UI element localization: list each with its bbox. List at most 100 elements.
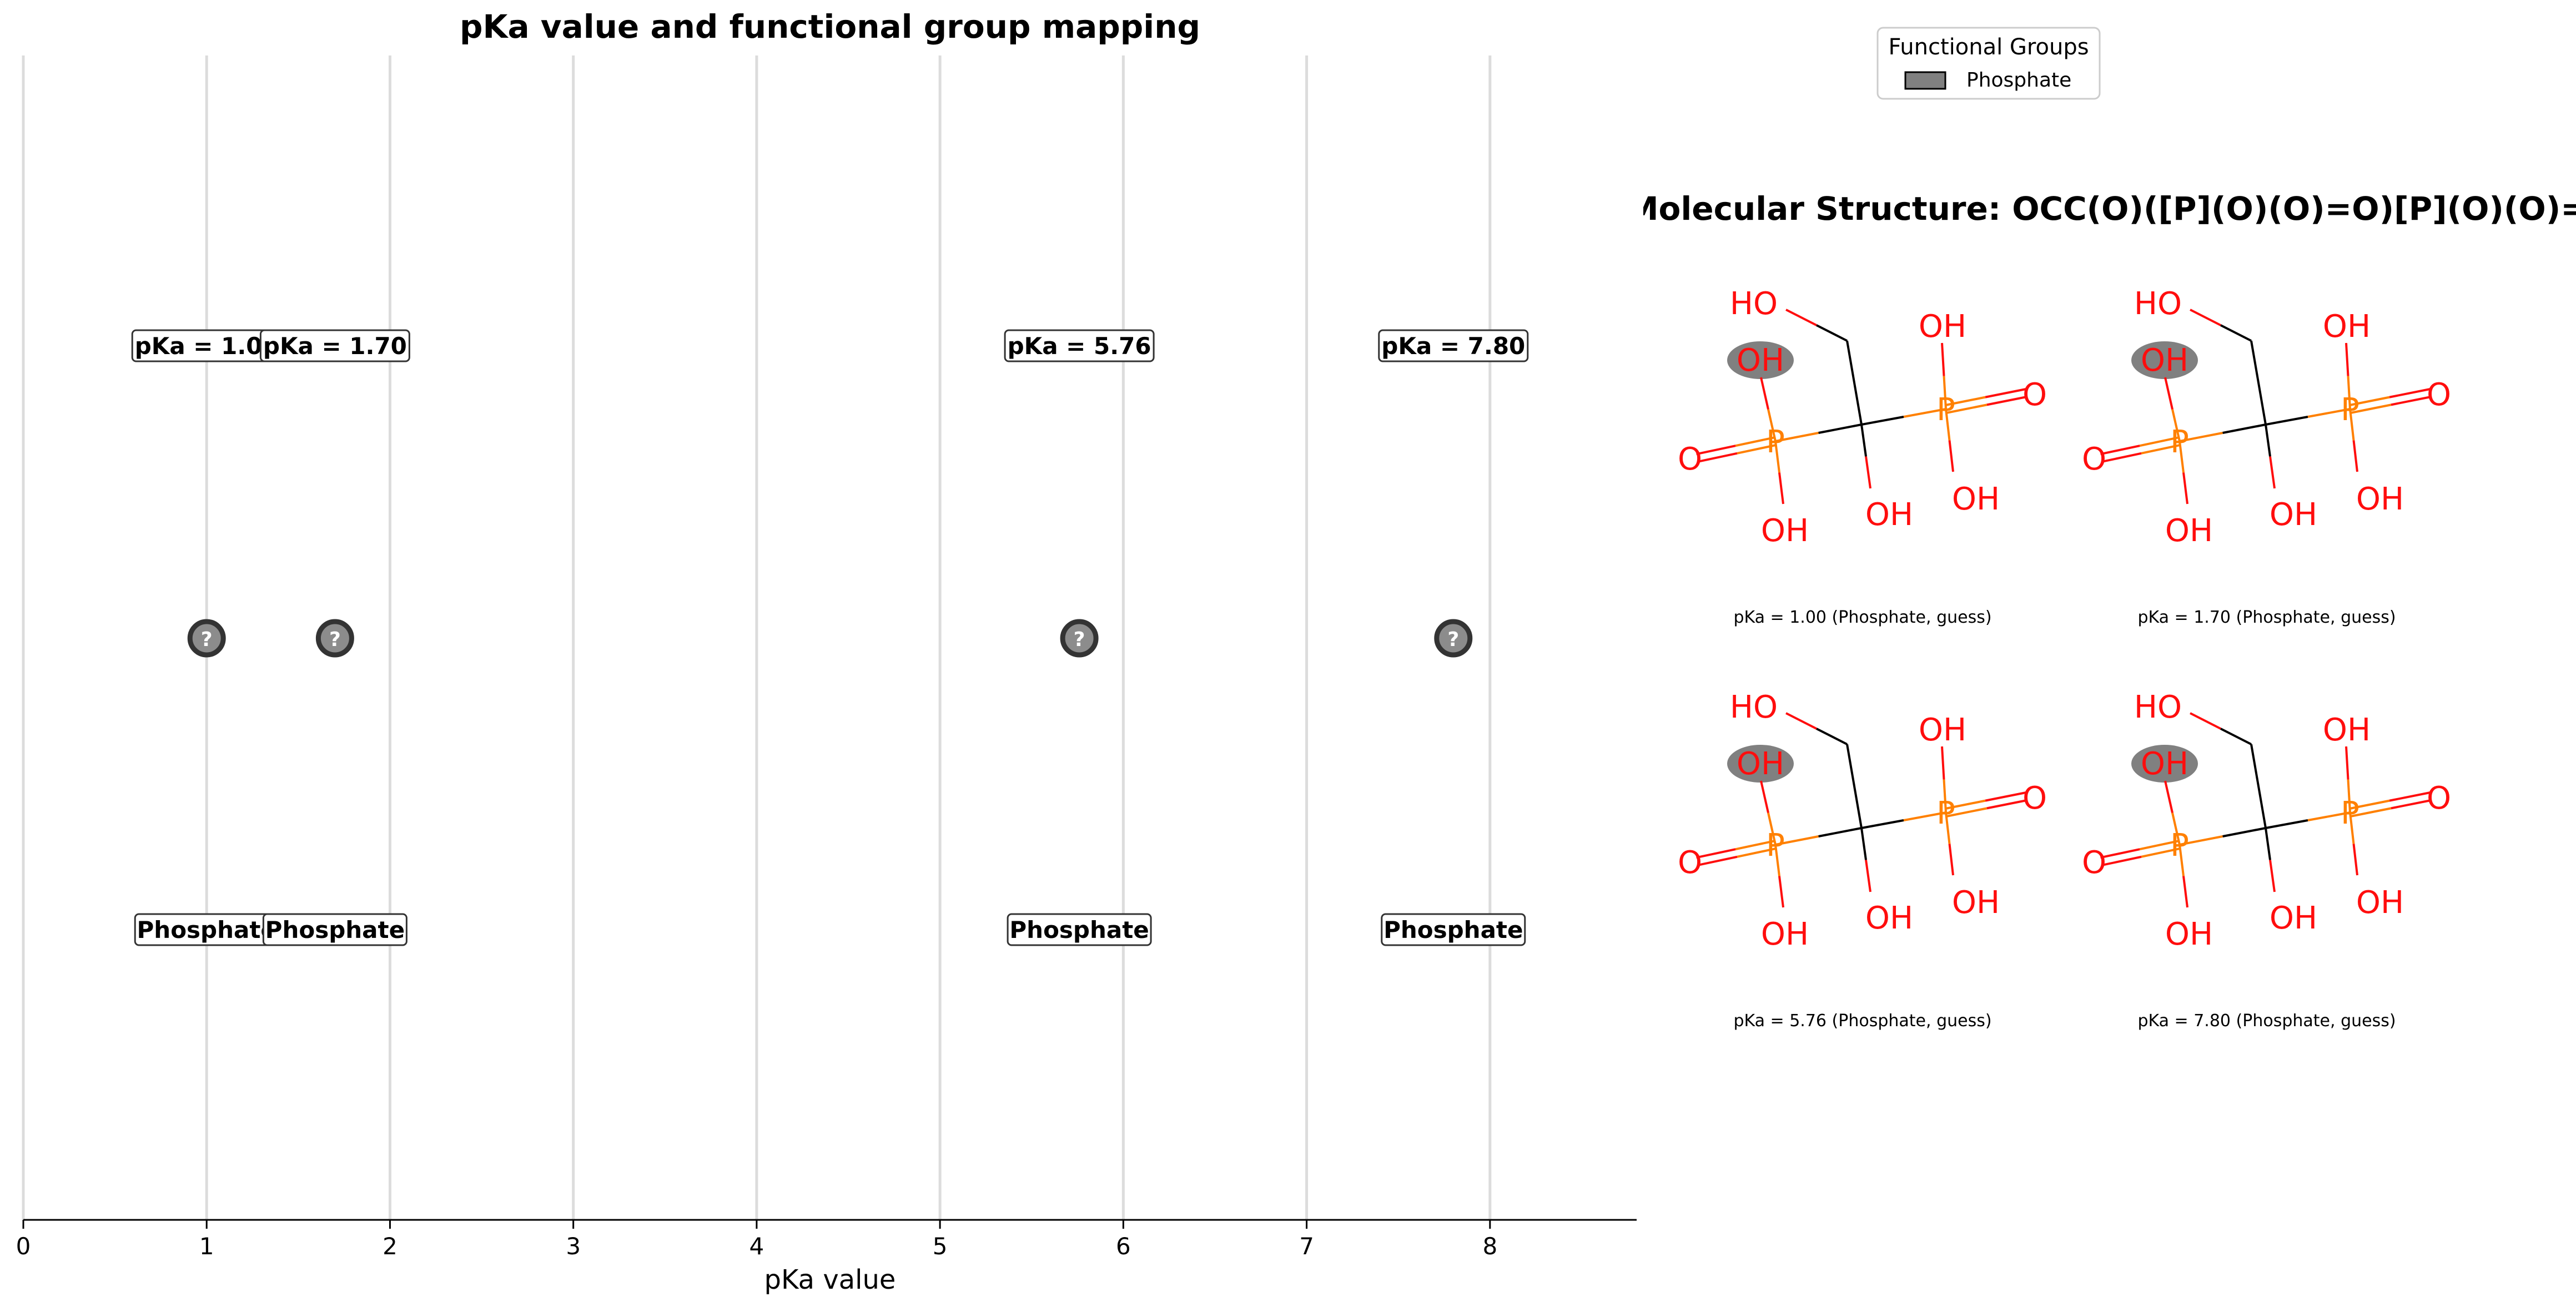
atom-o-right-0: O: [2022, 377, 2047, 413]
grid-lines: [22, 55, 1492, 1220]
atom-o-left-1: O: [2082, 441, 2106, 477]
atom-oh-bottom-0: OH: [1761, 513, 1809, 549]
group-label-2-box: [1007, 913, 1152, 946]
group-label-2-text: Phosphate: [1009, 916, 1149, 943]
data-point-0: [187, 619, 226, 658]
atom-oh-top-3: OH: [2323, 712, 2371, 748]
caption-0: pKa = 1.00 (Phosphate, guess): [1733, 608, 1991, 627]
x-tick-label-7: 7: [1299, 1233, 1314, 1260]
atom-p-right-1: P: [2341, 392, 2359, 428]
atom-p-right-2: P: [1936, 795, 1955, 831]
group-label-1-box: [262, 913, 407, 946]
highlight-phosphate-3: [2131, 745, 2198, 783]
molecule-2: HO OH P O OH OH P OH O OH pKa = 5.76 (Phosphate, g…: [1678, 689, 2047, 1031]
pka-label-3-box: [1378, 329, 1529, 362]
atom-oh-highlight-3: OH: [2141, 746, 2188, 782]
atom-p-left-1: P: [2170, 424, 2189, 460]
highlight-phosphate-0: [1727, 341, 1794, 379]
atom-oh-top-0: OH: [1919, 309, 1966, 345]
atom-p-left-2: P: [1766, 827, 1785, 864]
x-tick-label-5: 5: [933, 1233, 948, 1260]
atom-oh-center-3: OH: [2270, 900, 2317, 936]
pka-label-1-text: pKa = 1.70: [263, 332, 407, 360]
x-ticks: 0 1 2 3 4 5 6 7 8: [16, 1220, 1497, 1260]
atom-ho-1: HO: [2134, 286, 2182, 322]
atom-oh-center-2: OH: [1865, 900, 1913, 936]
pka-label-0-text: pKa = 1.00: [135, 332, 279, 360]
atom-o-left-0: O: [1678, 441, 1702, 477]
data-point-2: [1060, 619, 1099, 658]
pka-label-2-box: [1004, 329, 1155, 362]
atom-o-right-1: O: [2427, 377, 2451, 413]
atom-o-left-3: O: [2082, 845, 2106, 881]
chart-title: pKa value and functional group mapping: [460, 8, 1200, 46]
group-label-1-text: Phosphate: [265, 916, 405, 943]
atom-o-right-2: O: [2022, 780, 2047, 816]
molecule-3: HO OH P O OH OH P OH O OH pKa = 7.80 (Phosphate, g…: [2082, 689, 2451, 1031]
group-label-3: Phosphate: [1381, 913, 1526, 946]
atom-oh-right-2: OH: [1952, 885, 2000, 921]
caption-3: pKa = 7.80 (Phosphate, guess): [2137, 1011, 2396, 1031]
caption-1: pKa = 1.70 (Phosphate, guess): [2137, 608, 2396, 627]
group-label-0: Phosphate: [134, 913, 279, 946]
legend-title: Functional Groups: [1888, 34, 2089, 60]
atom-p-right-3: P: [2341, 795, 2359, 831]
highlight-phosphate-2: [1727, 745, 1794, 783]
atom-oh-center-1: OH: [2270, 497, 2317, 533]
pka-label-2: pKa = 5.76: [1004, 329, 1155, 362]
legend-label-phosphate: Phosphate: [1966, 69, 2071, 92]
atom-p-right-0: P: [1936, 392, 1955, 428]
data-point-1: [315, 619, 354, 658]
atom-oh-bottom-2: OH: [1761, 916, 1809, 952]
pka-label-1: pKa = 1.70: [259, 329, 410, 362]
x-tick-label-8: 8: [1482, 1233, 1497, 1260]
atom-o-right-3: O: [2427, 780, 2451, 816]
data-point-3: [1434, 619, 1473, 658]
molecule-panel: Molecular Structure: OCC(O)([P](O)(O)=O)…: [1643, 190, 2576, 1031]
pka-label-1-box: [259, 329, 410, 362]
x-tick-label-3: 3: [566, 1233, 581, 1260]
pka-label-2-text: pKa = 5.76: [1008, 332, 1151, 360]
atom-oh-center-0: OH: [1865, 497, 1913, 533]
data-point-marker-3: ?: [1447, 628, 1459, 651]
highlight-phosphate-1: [2131, 341, 2198, 379]
data-point-marker-2: ?: [1074, 628, 1085, 651]
atom-oh-highlight-1: OH: [2141, 342, 2188, 379]
molecule-1: HO OH P O OH OH P OH O OH pKa = 1.70 (Phosphate, g…: [2082, 286, 2451, 627]
atom-o-left-2: O: [1678, 845, 1702, 881]
atom-oh-top-2: OH: [1919, 712, 1966, 748]
x-tick-label-0: 0: [16, 1233, 31, 1260]
x-tick-label-2: 2: [383, 1233, 398, 1260]
atom-oh-right-0: OH: [1952, 481, 2000, 517]
data-points: pKa = 1.00? Phosphate pKa = 1.70? Phosphate…: [131, 329, 1529, 946]
x-tick-label-1: 1: [199, 1233, 214, 1260]
atom-oh-highlight-0: OH: [1737, 342, 1784, 379]
atom-oh-right-1: OH: [2356, 481, 2404, 517]
group-label-2: Phosphate: [1007, 913, 1152, 946]
pka-label-3-text: pKa = 7.80: [1381, 332, 1525, 360]
pka-chart: pKa value and functional group mapping 0…: [16, 8, 1637, 1295]
group-label-0-text: Phosphate: [137, 916, 276, 943]
x-axis: 0 1 2 3 4 5 6 7 8 pKa value: [16, 1219, 1637, 1295]
atom-ho-3: HO: [2134, 689, 2182, 725]
atom-p-left-3: P: [2170, 827, 2189, 864]
atom-p-left-0: P: [1766, 424, 1785, 460]
data-point-marker-1: ?: [329, 628, 341, 651]
pka-label-0: pKa = 1.00: [131, 329, 282, 362]
atom-oh-top-1: OH: [2323, 309, 2371, 345]
data-point-marker-0: ?: [201, 628, 213, 651]
legend: Functional Groups Phosphate: [1876, 27, 2101, 100]
atom-ho-2: HO: [1730, 689, 1778, 725]
legend-swatch-phosphate: [1904, 71, 1946, 90]
x-tick-label-6: 6: [1116, 1233, 1131, 1260]
molecule-0: HO OH P O OH OH P OH O OH pKa = 1.00 (Phosphate, g…: [1678, 286, 2047, 627]
atom-oh-bottom-3: OH: [2165, 916, 2213, 952]
atom-ho-0: HO: [1730, 286, 1778, 322]
atom-oh-bottom-1: OH: [2165, 513, 2213, 549]
molecule-title: Molecular Structure: OCC(O)([P](O)(O)=O)…: [1643, 190, 2576, 228]
pka-label-3: pKa = 7.80: [1378, 329, 1529, 362]
x-axis-label: pKa value: [764, 1264, 896, 1295]
x-tick-label-4: 4: [749, 1233, 764, 1260]
atom-oh-right-3: OH: [2356, 885, 2404, 921]
